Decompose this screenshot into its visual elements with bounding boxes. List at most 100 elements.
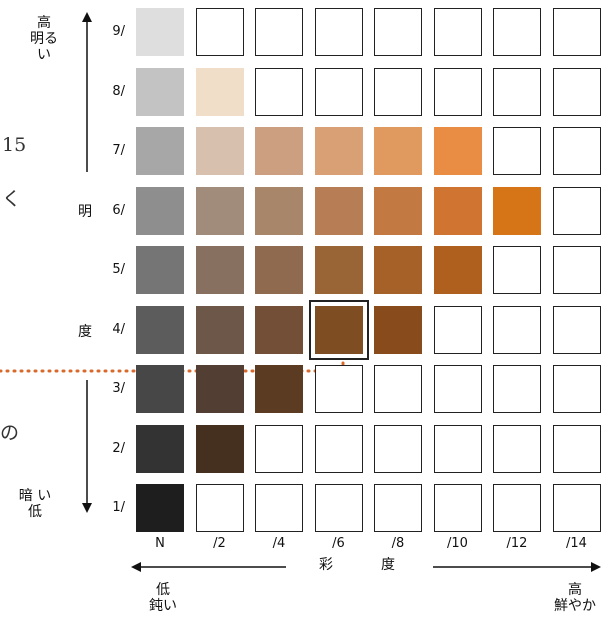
color-swatch <box>136 484 184 532</box>
col-label: /14 <box>566 536 587 551</box>
lightness-low-char: 低 <box>28 504 42 520</box>
empty-swatch <box>552 365 601 413</box>
empty-swatch <box>314 365 363 413</box>
empty-swatch <box>314 8 363 56</box>
empty-swatch <box>255 8 303 56</box>
highlight-frame <box>308 299 369 360</box>
color-swatch <box>314 127 363 175</box>
empty-swatch <box>374 484 422 532</box>
empty-swatch <box>552 127 601 175</box>
chroma-axis-char1: 彩 <box>319 557 333 573</box>
color-swatch <box>493 186 541 235</box>
col-label: /2 <box>213 536 226 551</box>
empty-swatch <box>255 67 303 116</box>
color-swatch <box>136 8 184 56</box>
color-swatch <box>136 365 184 413</box>
lightness-axis-char1: 明 <box>78 204 92 220</box>
color-swatch <box>255 246 303 294</box>
color-swatch <box>374 305 422 354</box>
row-label: 3/ <box>112 381 125 396</box>
empty-swatch <box>493 67 541 116</box>
col-label: /6 <box>332 536 345 551</box>
empty-swatch <box>255 484 303 532</box>
lightness-axis-char2: 度 <box>78 324 92 340</box>
empty-swatch <box>493 305 541 354</box>
empty-swatch <box>433 365 482 413</box>
empty-swatch <box>314 484 363 532</box>
color-swatch <box>136 424 184 473</box>
color-swatch <box>195 246 244 294</box>
color-swatch <box>195 305 244 354</box>
color-swatch <box>195 365 244 413</box>
color-swatch <box>136 67 184 116</box>
empty-swatch <box>314 67 363 116</box>
color-swatch <box>433 127 482 175</box>
lightness-low-label: 暗 い 低 <box>10 488 60 520</box>
empty-swatch <box>552 8 601 56</box>
chroma-left-arrowhead <box>131 562 141 572</box>
empty-swatch <box>552 186 601 235</box>
chroma-right-arrowhead <box>591 562 601 572</box>
color-swatch <box>195 424 244 473</box>
empty-swatch <box>433 484 482 532</box>
row-label: 6/ <box>112 202 125 218</box>
color-swatch <box>136 186 184 235</box>
color-swatch <box>374 127 422 175</box>
color-swatch <box>314 246 363 294</box>
empty-swatch <box>374 67 422 116</box>
empty-swatch <box>195 8 244 56</box>
empty-swatch <box>552 67 601 116</box>
col-label: /10 <box>447 536 468 551</box>
empty-swatch <box>493 8 541 56</box>
chroma-axis-char2: 度 <box>381 557 395 573</box>
empty-swatch <box>374 365 422 413</box>
lightness-high-label: 高 明るい <box>24 15 64 63</box>
chroma-low-char: 低 <box>156 582 170 598</box>
empty-swatch <box>493 484 541 532</box>
col-label: /4 <box>272 536 286 551</box>
row-label: 4/ <box>112 321 125 337</box>
color-swatch <box>314 305 363 354</box>
empty-swatch <box>433 424 482 473</box>
empty-swatch <box>552 246 601 294</box>
empty-swatch <box>552 305 601 354</box>
chroma-high-label: 高 鮮やか <box>543 582 607 614</box>
side-fragment-3: の <box>0 422 20 444</box>
empty-swatch <box>433 8 482 56</box>
row-label: 8/ <box>112 83 125 99</box>
side-fragment-1: 15 <box>2 134 27 156</box>
row-label: 1/ <box>112 500 125 515</box>
color-swatch <box>255 127 303 175</box>
row-label: 7/ <box>112 143 125 158</box>
empty-swatch <box>552 484 601 532</box>
color-swatch <box>136 305 184 354</box>
lightness-up-arrowhead <box>82 12 92 22</box>
empty-swatch <box>493 365 541 413</box>
side-fragment-2: く <box>2 188 22 210</box>
lightness-down-arrowhead <box>82 503 92 513</box>
color-swatch <box>195 67 244 116</box>
empty-swatch <box>493 424 541 473</box>
empty-swatch <box>255 424 303 473</box>
col-label: /8 <box>391 536 405 551</box>
color-swatch <box>255 186 303 235</box>
chroma-high-char: 高 <box>568 582 582 598</box>
empty-swatch <box>552 424 601 473</box>
color-swatch <box>374 246 422 294</box>
col-label: /12 <box>506 536 528 551</box>
row-label: 9/ <box>112 24 125 39</box>
empty-swatch <box>374 424 422 473</box>
empty-swatch <box>314 424 363 473</box>
empty-swatch <box>493 127 541 175</box>
chroma-dull-text: 鈍い <box>149 598 177 614</box>
empty-swatch <box>493 246 541 294</box>
color-swatch <box>195 186 244 235</box>
color-swatch <box>255 365 303 413</box>
color-swatch <box>433 186 482 235</box>
empty-swatch <box>433 67 482 116</box>
empty-swatch <box>195 484 244 532</box>
color-swatch <box>374 186 422 235</box>
row-label: 5/ <box>112 262 125 277</box>
color-swatch <box>136 246 184 294</box>
color-swatch <box>255 305 303 354</box>
